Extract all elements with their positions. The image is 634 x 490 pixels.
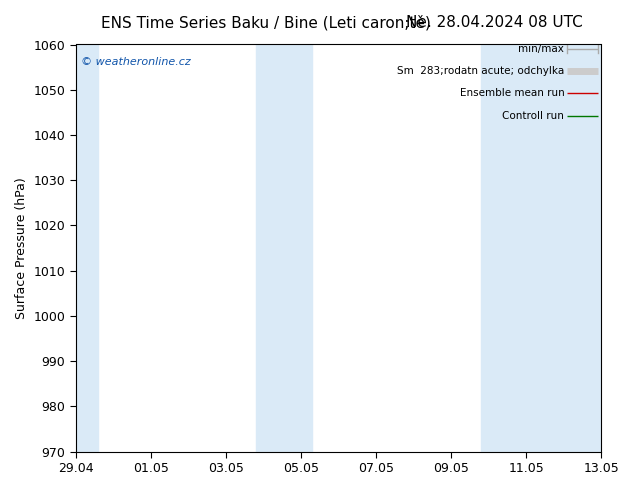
- Text: Sm  283;rodatn acute; odchylka: Sm 283;rodatn acute; odchylka: [397, 66, 564, 76]
- Text: min/max: min/max: [519, 44, 564, 53]
- Bar: [256, 45, 312, 452]
- Text: ENS Time Series Baku / Bine (Leti caron;tě): ENS Time Series Baku / Bine (Leti caron;…: [101, 15, 431, 30]
- Bar: [65, 45, 98, 452]
- Y-axis label: Surface Pressure (hPa): Surface Pressure (hPa): [15, 177, 28, 319]
- Text: Ensemble mean run: Ensemble mean run: [460, 88, 564, 98]
- Text: Ne. 28.04.2024 08 UTC: Ne. 28.04.2024 08 UTC: [406, 15, 583, 30]
- Text: Controll run: Controll run: [503, 111, 564, 121]
- Text: © weatheronline.cz: © weatheronline.cz: [81, 57, 191, 67]
- Bar: [481, 45, 612, 452]
